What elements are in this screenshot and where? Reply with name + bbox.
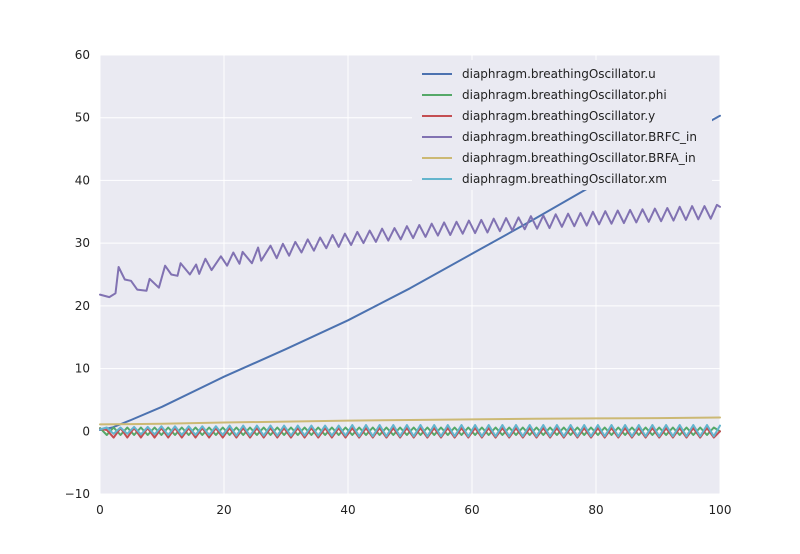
y-tick-label: 0 bbox=[82, 424, 90, 438]
y-tick-label: 40 bbox=[75, 173, 90, 187]
legend-label: diaphragm.breathingOscillator.y bbox=[462, 109, 655, 123]
y-axis-ticks: −10 0 10 20 30 40 50 60 bbox=[65, 48, 90, 501]
legend-label: diaphragm.breathingOscillator.phi bbox=[462, 88, 667, 102]
series-line-6 bbox=[99, 424, 721, 438]
legend-label: diaphragm.breathingOscillator.BRFC_in bbox=[462, 130, 697, 144]
y-tick-label: 60 bbox=[75, 48, 90, 62]
series-line-5 bbox=[99, 416, 721, 426]
x-tick-label: 20 bbox=[216, 503, 231, 517]
y-tick-label: 10 bbox=[75, 362, 90, 376]
x-axis-ticks: 0 20 40 60 80 100 bbox=[96, 503, 731, 517]
series-lines bbox=[99, 114, 721, 439]
y-tick-label: −10 bbox=[65, 487, 90, 501]
y-tick-label: 30 bbox=[75, 236, 90, 250]
y-tick-label: 20 bbox=[75, 299, 90, 313]
legend-label: diaphragm.breathingOscillator.BRFA_in bbox=[462, 151, 696, 165]
legend-label: diaphragm.breathingOscillator.xm bbox=[462, 172, 667, 186]
legend: diaphragm.breathingOscillator.u diaphragm… bbox=[412, 60, 712, 190]
x-tick-label: 80 bbox=[588, 503, 603, 517]
y-tick-label: 50 bbox=[75, 111, 90, 125]
legend-label: diaphragm.breathingOscillator.u bbox=[462, 67, 656, 81]
x-tick-label: 100 bbox=[709, 503, 732, 517]
series-line-4 bbox=[99, 203, 721, 299]
x-tick-label: 40 bbox=[340, 503, 355, 517]
x-tick-label: 0 bbox=[96, 503, 104, 517]
x-tick-label: 60 bbox=[464, 503, 479, 517]
legend-box bbox=[412, 60, 712, 190]
grid-lines bbox=[99, 54, 721, 495]
